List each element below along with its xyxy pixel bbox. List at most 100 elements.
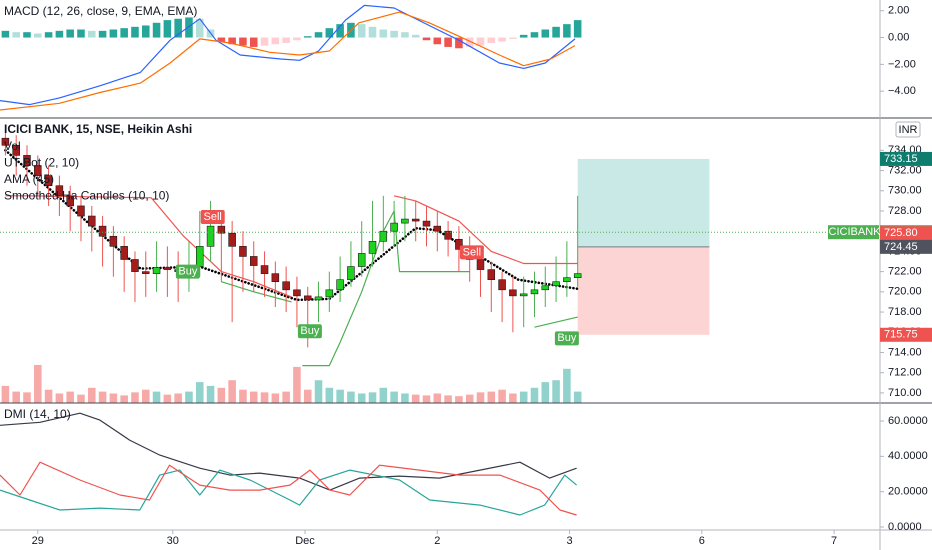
candle-body	[88, 215, 96, 227]
volume-bar	[163, 394, 172, 403]
histogram-bar	[88, 30, 96, 38]
volume-bar	[541, 382, 550, 403]
volume-bar	[66, 391, 74, 403]
y-tick-label: 40.0000	[888, 450, 928, 462]
histogram-bar	[444, 37, 452, 47]
histogram-bar	[120, 28, 128, 38]
histogram-bar	[573, 20, 582, 38]
candle-body	[541, 285, 550, 291]
volume-bar	[368, 392, 377, 403]
histogram-bar	[368, 26, 377, 38]
y-tick-label: 20.0000	[888, 486, 928, 498]
histogram-bar	[195, 18, 204, 38]
signal-text: Buy	[178, 266, 197, 278]
volume-bar	[357, 393, 366, 403]
signal-text: Sell	[204, 211, 222, 223]
volume-bar	[519, 391, 528, 403]
volume-bar	[23, 392, 31, 403]
y-tick-label: 0.00	[888, 31, 909, 43]
signal-label	[554, 331, 579, 346]
volume-bar	[476, 392, 485, 403]
y-tick-label: 728.00	[888, 205, 922, 217]
volume-bar	[120, 395, 128, 403]
volume-bar	[530, 387, 539, 403]
histogram-bar	[487, 37, 496, 43]
candle-body	[336, 279, 344, 291]
legend-item: UT Bot (2, 10)	[4, 156, 79, 170]
candle-body	[519, 293, 528, 297]
volume-bar	[573, 391, 582, 403]
macd-title: MACD (12, 26, close, 9, EMA, EMA)	[4, 4, 197, 18]
price-tag-text: 725.80	[884, 227, 918, 239]
signal-label	[175, 264, 200, 279]
currency[interactable]: INR	[899, 124, 918, 136]
x-tick-label: 6	[699, 535, 705, 547]
volume-bar	[498, 389, 506, 403]
histogram-bar	[401, 32, 409, 38]
volume-bar	[487, 391, 496, 403]
candle-body	[98, 225, 107, 237]
histogram-bar	[336, 24, 344, 38]
candle-body	[293, 289, 301, 297]
price-tag	[880, 327, 932, 342]
currency-box[interactable]	[895, 121, 921, 138]
histogram-bar	[66, 29, 74, 38]
histogram-bar	[77, 29, 85, 38]
candle-body	[282, 281, 290, 291]
volume-bar	[141, 389, 150, 403]
candle-body	[325, 289, 334, 298]
dmi-line	[0, 412, 577, 491]
histogram-bar	[325, 28, 334, 38]
volume-bar	[422, 395, 431, 403]
volume-bar	[88, 387, 96, 403]
profit-zone	[577, 158, 710, 247]
price-tag-text: 724.45	[884, 241, 918, 253]
volume-bar	[379, 387, 388, 403]
x-tick-label: 7	[831, 535, 837, 547]
volume-bar	[185, 391, 193, 403]
main-title: ICICI BANK, 15, NSE, Heikin Ashi	[4, 122, 192, 136]
histogram-bar	[519, 34, 528, 38]
macd-line	[0, 11, 576, 111]
histogram-bar	[271, 37, 280, 45]
y-tick-label: 2.00	[888, 5, 909, 17]
candle-body	[444, 230, 452, 240]
volume-bar	[303, 389, 312, 403]
histogram-bar	[465, 37, 474, 47]
candle-body	[530, 289, 539, 295]
candle-body	[152, 267, 161, 274]
candle-body	[260, 265, 269, 274]
y-tick-label: −4.00	[888, 85, 916, 97]
candle-body	[66, 195, 74, 207]
histogram-bar	[260, 37, 269, 46]
y-tick-label: 718.00	[888, 306, 922, 318]
volume-bar	[131, 392, 139, 403]
candle-body	[12, 144, 20, 156]
price-tag-text: 733.15	[884, 153, 918, 165]
histogram-bar	[552, 26, 560, 38]
candle-body	[239, 246, 247, 257]
volume-bar	[195, 382, 204, 403]
volume-bar	[1, 385, 10, 403]
histogram-bar	[12, 32, 20, 38]
volume-bar	[336, 389, 344, 403]
histogram-bar	[530, 32, 539, 38]
y-tick-label: 0.0000	[888, 521, 922, 533]
volume-bar	[433, 393, 442, 403]
histogram-bar	[563, 24, 571, 38]
histogram-bar	[455, 37, 463, 49]
dmi-line	[0, 461, 577, 516]
candle-body	[109, 235, 118, 247]
candle-body	[217, 225, 226, 234]
volume-bar	[217, 387, 226, 403]
y-tick-label: −2.00	[888, 58, 916, 70]
histogram-bar	[1, 30, 10, 38]
volume-bar	[271, 393, 280, 403]
candle-body	[228, 232, 236, 247]
signal-text: Buy	[557, 332, 576, 344]
candle-body	[401, 218, 409, 224]
histogram-bar	[422, 37, 431, 41]
candle-body	[55, 185, 64, 197]
dmi-title: DMI (14, 10)	[4, 407, 71, 421]
histogram-bar	[411, 34, 420, 38]
